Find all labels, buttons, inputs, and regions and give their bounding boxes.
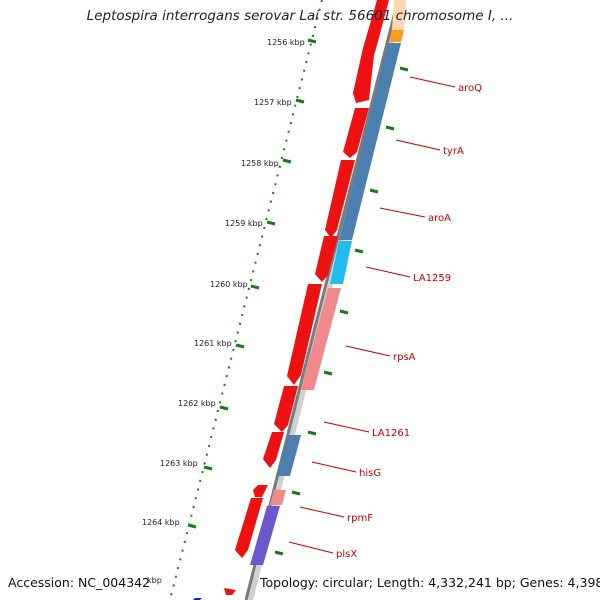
cds-second-track	[250, 0, 406, 565]
scale-tick-label: 1258 kbp	[241, 159, 279, 168]
gene-label-tyra: tyrA	[443, 146, 464, 157]
cds-feature	[263, 432, 284, 468]
accession-text: Accession: NC_004342	[8, 575, 151, 590]
cds-forward-strand	[224, 0, 389, 595]
gene-label-rpmf: rpmF	[347, 513, 373, 524]
scale-tick	[235, 343, 245, 349]
cds-feature-cyan	[330, 241, 352, 284]
cds-feature	[287, 284, 322, 385]
scale-tick-label: kbp	[147, 576, 162, 585]
cds-feature-steelblue	[277, 435, 301, 476]
cds-feature	[274, 386, 298, 432]
cds-feature	[224, 588, 236, 595]
scale-tick	[219, 405, 229, 411]
scale-tick	[295, 98, 305, 104]
scale-tick-label: 1264 kbp	[142, 518, 180, 527]
gene-label-hisg: hisG	[359, 468, 381, 479]
cds-feature-orange	[389, 30, 404, 42]
scale-tick-label: 1263 kbp	[160, 459, 198, 468]
scale-tick-label: 1260 kbp	[210, 280, 248, 289]
cds-feature	[235, 498, 263, 558]
cds-feature	[353, 0, 389, 103]
outer-ticks	[274, 66, 409, 556]
gene-label-la1261: LA1261	[372, 428, 410, 439]
cds-feature-steelblue	[339, 43, 401, 240]
scale-tick-label: 1261 kbp	[194, 339, 232, 348]
scale-tick	[307, 38, 317, 44]
scale-tick-labels: 1256 kbp 1257 kbp 1258 kbp 1259 kbp 1260…	[142, 38, 305, 585]
gene-label-plsx: plsX	[336, 549, 357, 560]
scale-tick-label: 1257 kbp	[254, 98, 292, 107]
gene-label-aroa: aroA	[428, 213, 451, 224]
cds-feature-violet	[250, 506, 280, 565]
gene-label-aroq: aroQ	[458, 83, 482, 94]
cds-feature	[343, 108, 369, 158]
scale-tick	[282, 158, 292, 164]
cds-feature	[253, 485, 268, 497]
scale-axis-dotted	[169, 0, 323, 600]
cds-feature-salmon	[301, 288, 341, 390]
gene-labels: aroQ tyrA aroA LA1259 rpsA LA1261 hisG r…	[336, 83, 482, 560]
cds-feature	[325, 160, 355, 238]
gene-label-rpsa: rpsA	[393, 352, 416, 363]
map-title: Leptospira interrogans serovar Lai str. …	[86, 8, 514, 24]
cds-feature-peach	[392, 0, 406, 30]
scale-tick	[203, 465, 213, 471]
scale-ticks	[187, 38, 317, 529]
topology-text: Topology: circular; Length: 4,332,241 bp…	[260, 575, 600, 590]
gene-label-la1259: LA1259	[413, 273, 451, 284]
scale-tick-label: 1262 kbp	[178, 399, 216, 408]
scale-tick-label: 1256 kbp	[267, 38, 305, 47]
scale-tick-label: 1259 kbp	[225, 219, 263, 228]
cds-feature	[315, 236, 338, 282]
scale-tick	[187, 523, 197, 529]
scale-tick	[266, 220, 276, 226]
scale-tick	[250, 284, 260, 290]
cds-feature-salmon	[270, 490, 286, 505]
gene-label-lines	[288, 76, 456, 554]
